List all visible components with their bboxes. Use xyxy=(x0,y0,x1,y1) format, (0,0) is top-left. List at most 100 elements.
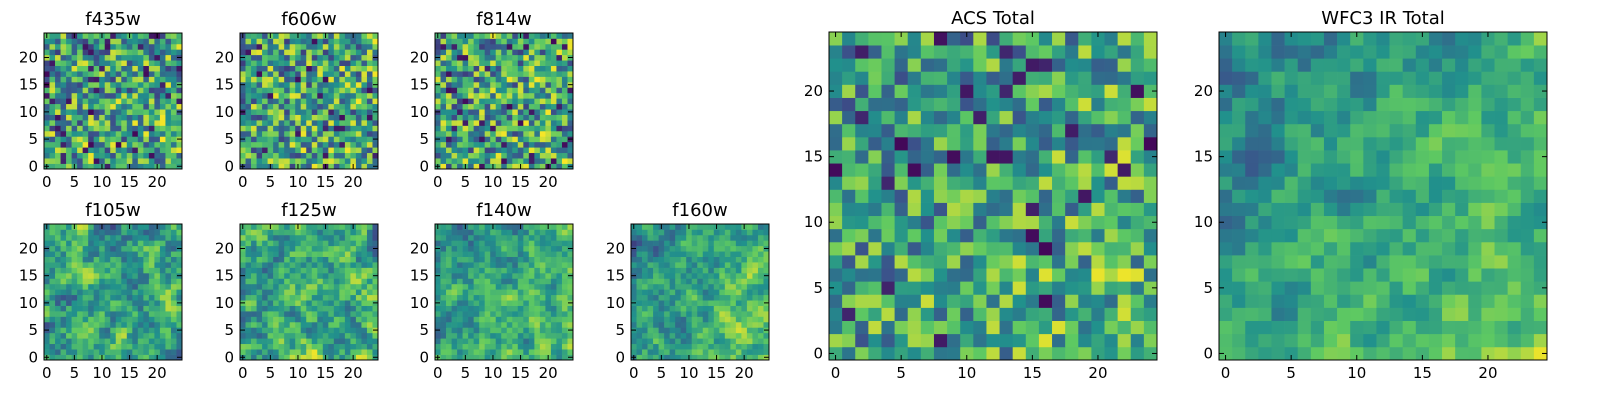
heatmap-cell xyxy=(757,305,764,312)
heatmap-cell xyxy=(49,71,56,77)
heatmap-cell xyxy=(479,354,486,361)
heatmap-cell xyxy=(372,114,379,121)
heatmap-cell xyxy=(440,114,447,121)
heatmap-cell xyxy=(495,141,502,148)
y-tick-label: 20 xyxy=(606,239,625,257)
heatmap-cell xyxy=(446,300,452,306)
heatmap-cell xyxy=(104,81,111,88)
heatmap-cell xyxy=(148,278,155,285)
heatmap-cell xyxy=(501,272,508,279)
heatmap-cell xyxy=(366,43,373,50)
heatmap-cell xyxy=(137,158,144,164)
heatmap-cell xyxy=(664,251,670,257)
heatmap-cell xyxy=(55,98,61,105)
heatmap-cell xyxy=(278,103,285,110)
heatmap-cell xyxy=(361,60,368,66)
heatmap-cell xyxy=(484,38,491,45)
heatmap-cell xyxy=(322,141,329,148)
heatmap-cell xyxy=(143,33,150,39)
heatmap-cell xyxy=(746,343,753,350)
heatmap-cell xyxy=(159,354,166,361)
heatmap-cell xyxy=(523,311,530,317)
heatmap-cell xyxy=(154,300,161,306)
heatmap-cell xyxy=(631,267,637,274)
heatmap-cell xyxy=(528,65,535,72)
heatmap-cell xyxy=(372,251,379,257)
heatmap-cell xyxy=(468,354,474,361)
heatmap-cell xyxy=(317,224,324,230)
heatmap-cell xyxy=(484,65,491,72)
y-tick-label: 10 xyxy=(410,294,429,312)
heatmap-cell xyxy=(361,332,368,339)
heatmap-cell xyxy=(512,71,519,77)
heatmap-cell xyxy=(479,141,486,148)
heatmap-cell xyxy=(523,262,530,268)
heatmap-cell xyxy=(132,81,139,88)
heatmap-cell xyxy=(741,332,748,339)
heatmap-cell xyxy=(664,289,670,296)
heatmap-cell xyxy=(55,262,61,268)
heatmap-cell xyxy=(245,54,252,61)
heatmap-cell xyxy=(999,346,1014,361)
heatmap-cell xyxy=(159,294,166,301)
heatmap-cell xyxy=(550,158,557,164)
heatmap-cell xyxy=(495,332,502,339)
heatmap-cell xyxy=(561,38,568,45)
heatmap-cell xyxy=(457,338,463,345)
heatmap-cell xyxy=(539,158,546,164)
heatmap-cell xyxy=(317,311,324,317)
heatmap-cell xyxy=(55,49,61,56)
heatmap-cell xyxy=(490,81,497,88)
heatmap-cell xyxy=(66,234,72,241)
heatmap-cell xyxy=(697,229,704,236)
heatmap-cell xyxy=(855,294,869,308)
heatmap-cell xyxy=(372,332,379,339)
heatmap-cell xyxy=(176,316,183,323)
heatmap-cell xyxy=(333,300,340,306)
heatmap-cell xyxy=(484,71,491,77)
heatmap-cell xyxy=(165,76,172,83)
heatmap-cell xyxy=(664,245,670,252)
heatmap-cell xyxy=(355,54,362,61)
heatmap-cell xyxy=(534,81,541,88)
heatmap-cell xyxy=(675,240,682,247)
heatmap-cell xyxy=(300,130,307,137)
heatmap-cell xyxy=(66,81,72,88)
heatmap-cell xyxy=(154,158,161,164)
heatmap-cell xyxy=(350,294,357,301)
heatmap-cell xyxy=(355,65,362,72)
heatmap-cell xyxy=(333,33,340,39)
heatmap-cell xyxy=(534,321,541,328)
heatmap-cell xyxy=(240,125,246,132)
heatmap-cell xyxy=(262,240,268,247)
heatmap-cell xyxy=(159,163,166,170)
heatmap-cell xyxy=(267,311,274,317)
heatmap-cell xyxy=(642,272,648,279)
heatmap-cell xyxy=(724,311,731,317)
heatmap-cell xyxy=(868,320,882,335)
heatmap-cell xyxy=(251,114,257,121)
heatmap-cell xyxy=(556,305,563,312)
heatmap-cell xyxy=(355,33,362,39)
heatmap-cell xyxy=(752,354,759,361)
heatmap-cell xyxy=(121,87,128,94)
heatmap-cell xyxy=(495,76,502,83)
heatmap-cell xyxy=(653,321,659,328)
heatmap-cell xyxy=(60,229,67,236)
heatmap-cell xyxy=(490,92,497,99)
heatmap-cell xyxy=(653,240,659,247)
heatmap-cell xyxy=(170,136,177,143)
heatmap-cell xyxy=(675,321,682,328)
heatmap-cell xyxy=(71,305,78,312)
heatmap-cell xyxy=(66,256,72,263)
heatmap-cell xyxy=(71,87,78,94)
heatmap-cell xyxy=(462,130,469,137)
heatmap-cell xyxy=(719,283,726,290)
heatmap-cell xyxy=(534,141,541,148)
heatmap-cell xyxy=(71,251,78,257)
heatmap-cell xyxy=(829,215,843,230)
heatmap-cell xyxy=(457,125,463,132)
heatmap-cell xyxy=(267,76,274,83)
heatmap-cell xyxy=(322,256,329,263)
heatmap-cell xyxy=(284,229,291,236)
